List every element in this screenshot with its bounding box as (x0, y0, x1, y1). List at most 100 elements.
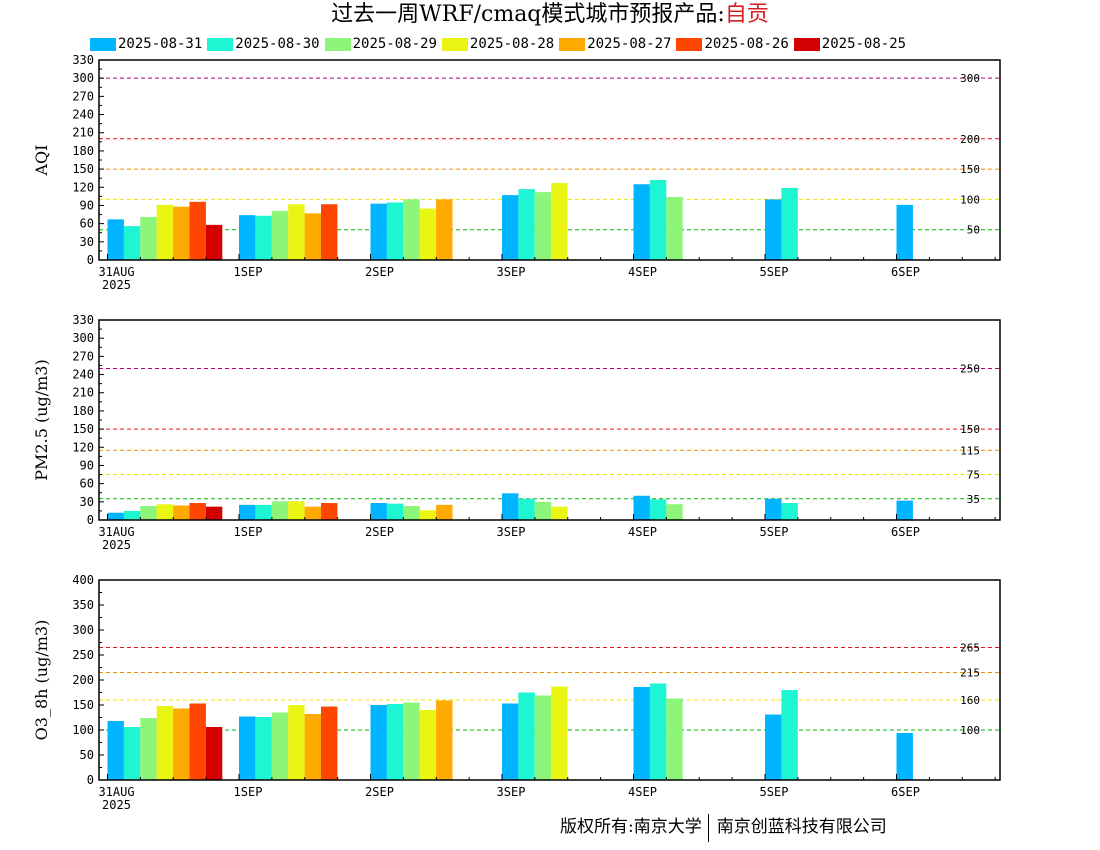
y-tick-label: 0 (87, 513, 94, 527)
y-tick-label: 330 (72, 53, 94, 67)
x-tick-label: 3SEP (497, 785, 526, 799)
bar (551, 686, 568, 780)
bar (633, 495, 650, 520)
plot-frame (98, 319, 1001, 521)
bar (205, 727, 223, 780)
threshold-label: 265 (960, 642, 980, 655)
y-tick-label: 250 (72, 648, 94, 662)
bar (649, 683, 667, 780)
bar (436, 504, 453, 520)
bar (140, 506, 157, 520)
bar (518, 498, 535, 520)
bar (403, 199, 420, 260)
bar (633, 184, 650, 260)
y-tick-label: 210 (72, 126, 94, 140)
x-tick-label: 3SEP (497, 525, 526, 539)
bar (271, 501, 289, 520)
copyright: 版权所有:南京大学 南京创蓝科技有限公司 (560, 812, 887, 842)
y-tick-label: 150 (72, 698, 94, 712)
legend-label: 2025-08-29 (352, 36, 437, 52)
threshold-label: 35 (967, 493, 980, 506)
bar (518, 189, 535, 260)
threshold-label: 150 (960, 423, 980, 436)
bar (419, 710, 437, 780)
y-axis-label: PM2.5 (ug/m3) (32, 359, 51, 480)
x-tick-label: 2SEP (365, 785, 394, 799)
legend-swatch (90, 37, 116, 51)
y-tick-label: 180 (72, 144, 94, 158)
threshold-label: 300 (960, 72, 980, 85)
bar (107, 512, 124, 520)
bar (551, 506, 568, 520)
x-tick-label: 5SEP (760, 525, 789, 539)
legend-item: 2025-08-30 (207, 36, 320, 54)
copyright-left: 版权所有:南京大学 (560, 817, 702, 837)
legend-label: 2025-08-25 (821, 36, 907, 52)
bar (370, 503, 387, 520)
y-tick-label: 30 (80, 235, 94, 249)
bar (534, 695, 552, 780)
bar (189, 503, 206, 520)
bar (321, 204, 338, 260)
bar (502, 703, 519, 780)
x-tick-label: 2025 (102, 538, 131, 552)
x-tick-label: 6SEP (891, 265, 920, 279)
bar (288, 501, 305, 520)
bar (765, 714, 782, 780)
bar (649, 499, 667, 520)
y-tick-label: 240 (72, 108, 94, 122)
x-tick-label: 1SEP (234, 785, 263, 799)
x-tick-label: 5SEP (760, 785, 789, 799)
bar (156, 204, 174, 260)
bar (255, 717, 272, 780)
bar (534, 192, 552, 260)
bar (189, 201, 206, 260)
bar (173, 708, 190, 780)
bar (123, 226, 141, 260)
legend-swatch (324, 37, 351, 51)
y-tick-label: 120 (72, 180, 94, 194)
y-axis-label: AQI (32, 145, 51, 177)
bar (781, 187, 798, 260)
x-tick-label: 31AUG (98, 785, 134, 799)
y-tick-label: 180 (72, 404, 94, 418)
legend-item: 2025-08-28 (441, 36, 554, 54)
bar (386, 503, 404, 520)
legend-label: 2025-08-27 (587, 36, 672, 52)
x-tick-label: 2SEP (365, 265, 394, 279)
x-tick-label: 3SEP (497, 265, 526, 279)
chart-panel: 300 200 150 100 50 0 30 60 90 120 150 180 210 240 270 3… (32, 53, 1001, 292)
bar (502, 493, 519, 520)
threshold-label: 215 (960, 667, 980, 680)
bar (436, 199, 453, 260)
legend-swatch (793, 37, 820, 51)
chart-title: 过去一周WRF/cmaq模式城市预报产品:自贡 (0, 0, 1100, 30)
y-tick-label: 300 (72, 331, 94, 345)
x-tick-label: 31AUG (98, 525, 134, 539)
bar (140, 216, 157, 260)
y-tick-label: 210 (72, 386, 94, 400)
y-axis-label: O3_8h (ug/m3) (32, 620, 51, 741)
legend-item: 2025-08-31 (90, 36, 202, 54)
threshold-label: 200 (960, 133, 980, 146)
bar (781, 503, 798, 520)
bar (781, 690, 798, 780)
copyright-divider (707, 813, 709, 842)
y-tick-label: 90 (80, 458, 94, 472)
x-tick-label: 2025 (102, 278, 131, 292)
x-tick-label: 4SEP (628, 785, 657, 799)
bar (107, 219, 124, 260)
bar (666, 698, 683, 780)
bar (304, 714, 321, 780)
x-tick-label: 2025 (102, 798, 131, 812)
y-tick-label: 300 (72, 623, 94, 637)
bar (173, 505, 190, 520)
bar (304, 213, 321, 260)
y-tick-label: 330 (72, 313, 94, 327)
bar (633, 687, 650, 780)
bar (419, 208, 437, 260)
threshold-label: 160 (960, 694, 980, 707)
threshold-label: 250 (960, 362, 980, 375)
bar (896, 204, 913, 260)
bar (649, 180, 667, 260)
